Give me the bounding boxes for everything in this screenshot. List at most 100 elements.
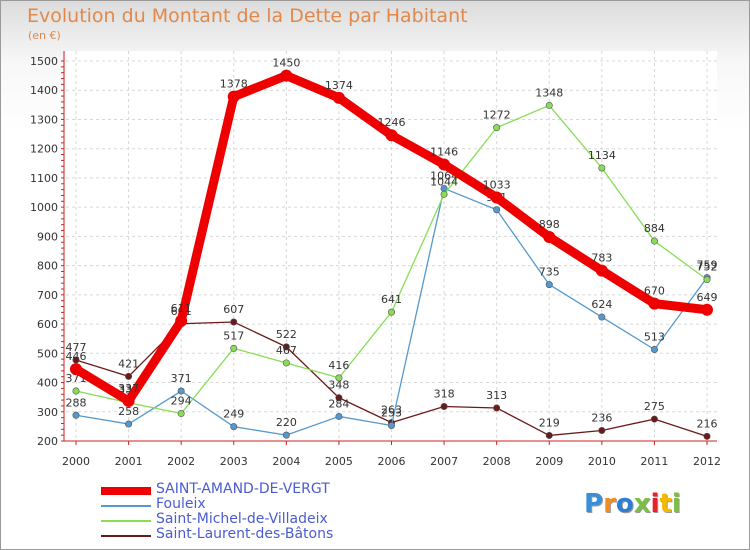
legend-label: SAINT-AMAND-DE-VERGT <box>156 481 330 497</box>
data-label: 467 <box>276 344 297 357</box>
data-point <box>175 314 188 327</box>
data-point <box>595 264 608 277</box>
data-label: 348 <box>328 379 349 392</box>
data-point <box>230 318 238 326</box>
data-point <box>72 387 80 395</box>
x-tick-label: 2012 <box>693 455 721 468</box>
legend: SAINT-AMAND-DE-VERGT Fouleix Saint-Michel-… <box>101 481 501 545</box>
data-point <box>332 91 345 104</box>
data-label: 783 <box>591 252 612 265</box>
y-tick-label: 1000 <box>30 201 58 214</box>
data-point <box>650 415 658 423</box>
data-label: 446 <box>66 350 87 363</box>
x-tick-label: 2010 <box>588 455 616 468</box>
proxiti-logo: Proxiti <box>584 489 681 519</box>
data-label: 513 <box>644 331 665 344</box>
data-point <box>230 423 238 431</box>
data-label: 735 <box>539 266 560 279</box>
data-point <box>543 230 556 243</box>
data-point <box>598 426 606 434</box>
x-tick-label: 2007 <box>430 455 458 468</box>
legend-swatch <box>101 505 151 507</box>
data-label: 670 <box>644 285 665 298</box>
data-label: 1450 <box>272 57 300 70</box>
data-point <box>387 422 395 430</box>
data-label: 1348 <box>535 86 563 99</box>
data-point <box>335 374 343 382</box>
data-label: 216 <box>697 417 718 430</box>
data-label: 898 <box>539 218 560 231</box>
y-tick-label: 800 <box>37 260 58 273</box>
y-tick-label: 400 <box>37 377 58 390</box>
x-tick-label: 2001 <box>115 455 143 468</box>
y-tick-label: 300 <box>37 406 58 419</box>
data-point <box>438 158 451 171</box>
data-point <box>490 191 503 204</box>
data-point <box>125 420 133 428</box>
data-label: 517 <box>223 329 244 342</box>
data-point <box>493 404 501 412</box>
y-tick-label: 1400 <box>30 84 58 97</box>
y-tick-label: 600 <box>37 318 58 331</box>
data-point <box>493 124 501 132</box>
data-label: 1033 <box>483 179 511 192</box>
data-point <box>493 206 501 214</box>
y-tick-label: 1300 <box>30 113 58 126</box>
data-label: 220 <box>276 416 297 429</box>
data-label: 1272 <box>483 109 511 122</box>
data-label: 416 <box>328 359 349 372</box>
data-label: 1246 <box>378 116 406 129</box>
data-point <box>280 69 293 82</box>
legend-item: Fouleix <box>101 496 501 515</box>
data-point <box>545 431 553 439</box>
data-point <box>227 90 240 103</box>
data-point <box>440 190 448 198</box>
data-point <box>335 394 343 402</box>
data-label: 884 <box>644 222 665 235</box>
data-point <box>177 410 185 418</box>
data-point <box>282 343 290 351</box>
data-label: 1134 <box>588 149 616 162</box>
data-label: 477 <box>66 341 87 354</box>
data-label: 284 <box>328 397 349 410</box>
legend-label: Saint-Michel-de-Villadeix <box>156 511 328 527</box>
data-label: 759 <box>697 259 718 272</box>
data-point <box>598 313 606 321</box>
legend-swatch <box>101 520 151 522</box>
data-label: 219 <box>539 416 560 429</box>
data-label: 1044 <box>430 175 458 188</box>
data-point <box>703 432 711 440</box>
data-label: 337 <box>118 382 139 395</box>
x-tick-label: 2005 <box>325 455 353 468</box>
data-point <box>545 281 553 289</box>
data-point <box>230 344 238 352</box>
legend-swatch <box>101 487 151 495</box>
data-label: 1374 <box>325 79 353 92</box>
data-label: 1378 <box>220 78 248 91</box>
data-label: 313 <box>486 389 507 402</box>
data-point <box>701 303 713 316</box>
data-label: 607 <box>223 303 244 316</box>
data-point <box>545 101 553 109</box>
data-label: 421 <box>118 357 139 370</box>
data-label: 294 <box>171 395 192 408</box>
data-label: 624 <box>591 298 612 311</box>
data-point <box>648 297 661 310</box>
x-tick-label: 2008 <box>483 455 511 468</box>
y-tick-label: 1100 <box>30 172 58 185</box>
legend-swatch <box>101 535 151 537</box>
data-point <box>385 129 398 142</box>
data-label: 611 <box>171 302 192 315</box>
data-point <box>650 237 658 245</box>
legend-item: Saint-Michel-de-Villadeix <box>101 511 501 530</box>
x-tick-label: 2003 <box>220 455 248 468</box>
data-label: 522 <box>276 328 297 341</box>
data-label: 275 <box>644 400 665 413</box>
chart-title: Evolution du Montant de la Dette par Hab… <box>27 5 468 27</box>
data-label: 318 <box>434 388 455 401</box>
y-tick-label: 500 <box>37 347 58 360</box>
legend-item: Saint-Laurent-des-Bâtons <box>101 526 501 545</box>
y-tick-label: 1500 <box>30 55 58 68</box>
